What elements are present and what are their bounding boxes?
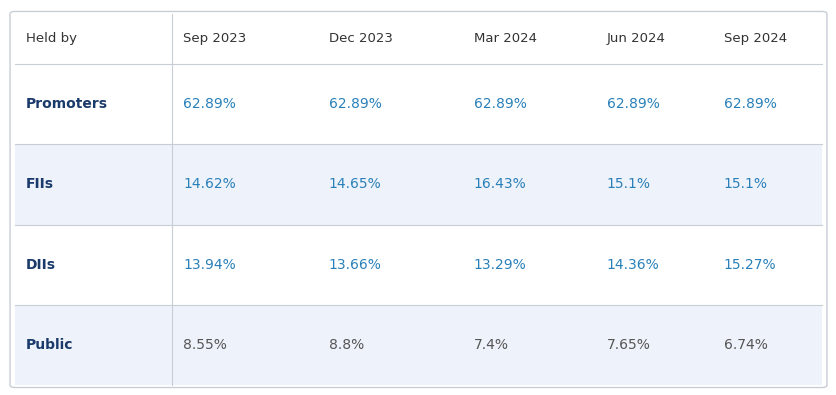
Text: Sep 2023: Sep 2023: [183, 32, 247, 45]
Bar: [15, 14, 821, 64]
Text: Mar 2024: Mar 2024: [473, 32, 536, 45]
Text: 8.8%: 8.8%: [328, 338, 364, 352]
Text: 14.65%: 14.65%: [328, 177, 381, 192]
Text: Public: Public: [26, 338, 74, 352]
Text: 13.29%: 13.29%: [473, 258, 526, 272]
Text: 62.89%: 62.89%: [606, 97, 659, 111]
FancyBboxPatch shape: [10, 11, 826, 387]
Text: 13.94%: 13.94%: [183, 258, 236, 272]
Text: 62.89%: 62.89%: [328, 97, 381, 111]
Text: 16.43%: 16.43%: [473, 177, 526, 192]
Text: Sep 2024: Sep 2024: [723, 32, 786, 45]
Text: 14.62%: 14.62%: [183, 177, 236, 192]
Text: 15.1%: 15.1%: [723, 177, 767, 192]
Text: 62.89%: 62.89%: [723, 97, 776, 111]
Text: DIIs: DIIs: [26, 258, 56, 272]
Text: Jun 2024: Jun 2024: [606, 32, 665, 45]
Text: 62.89%: 62.89%: [473, 97, 526, 111]
Text: 6.74%: 6.74%: [723, 338, 767, 352]
Text: 62.89%: 62.89%: [183, 97, 236, 111]
Text: 7.4%: 7.4%: [473, 338, 508, 352]
Text: 7.65%: 7.65%: [606, 338, 650, 352]
Bar: [15, 224, 821, 305]
Text: 14.36%: 14.36%: [606, 258, 659, 272]
Bar: [15, 64, 821, 144]
Bar: [15, 144, 821, 224]
Text: 15.27%: 15.27%: [723, 258, 776, 272]
Text: Dec 2023: Dec 2023: [328, 32, 392, 45]
Text: 13.66%: 13.66%: [328, 258, 381, 272]
Bar: [15, 305, 821, 385]
Text: Promoters: Promoters: [26, 97, 108, 111]
Text: 15.1%: 15.1%: [606, 177, 650, 192]
Text: 8.55%: 8.55%: [183, 338, 227, 352]
Text: Held by: Held by: [26, 32, 77, 45]
Text: FIIs: FIIs: [26, 177, 54, 192]
